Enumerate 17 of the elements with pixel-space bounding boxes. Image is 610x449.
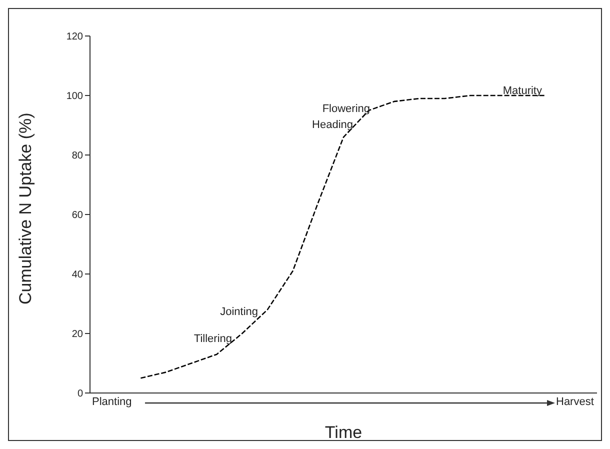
y-tick-label: 120 bbox=[66, 32, 84, 43]
text: Harvest bbox=[556, 396, 594, 408]
y-tick-label: 40 bbox=[72, 270, 84, 281]
y-tick-label: 60 bbox=[72, 210, 84, 222]
y-tick-label: 100 bbox=[66, 91, 84, 102]
y-axis-title: Cumulative N Uptake (%) bbox=[16, 112, 36, 304]
annotation: Flowering bbox=[322, 103, 370, 115]
y-tick-label: 0 bbox=[77, 388, 84, 400]
y-tick-label: 20 bbox=[72, 329, 84, 340]
x-axis-title: Time bbox=[324, 423, 362, 442]
annotation: Maturity bbox=[502, 85, 542, 97]
annotation: Jointing bbox=[220, 306, 258, 318]
text: Planting bbox=[92, 396, 132, 408]
annotation: Heading bbox=[312, 119, 353, 131]
y-tick-label: 80 bbox=[72, 150, 84, 162]
line-series bbox=[140, 94, 547, 379]
annotation: Tillering bbox=[194, 333, 232, 345]
